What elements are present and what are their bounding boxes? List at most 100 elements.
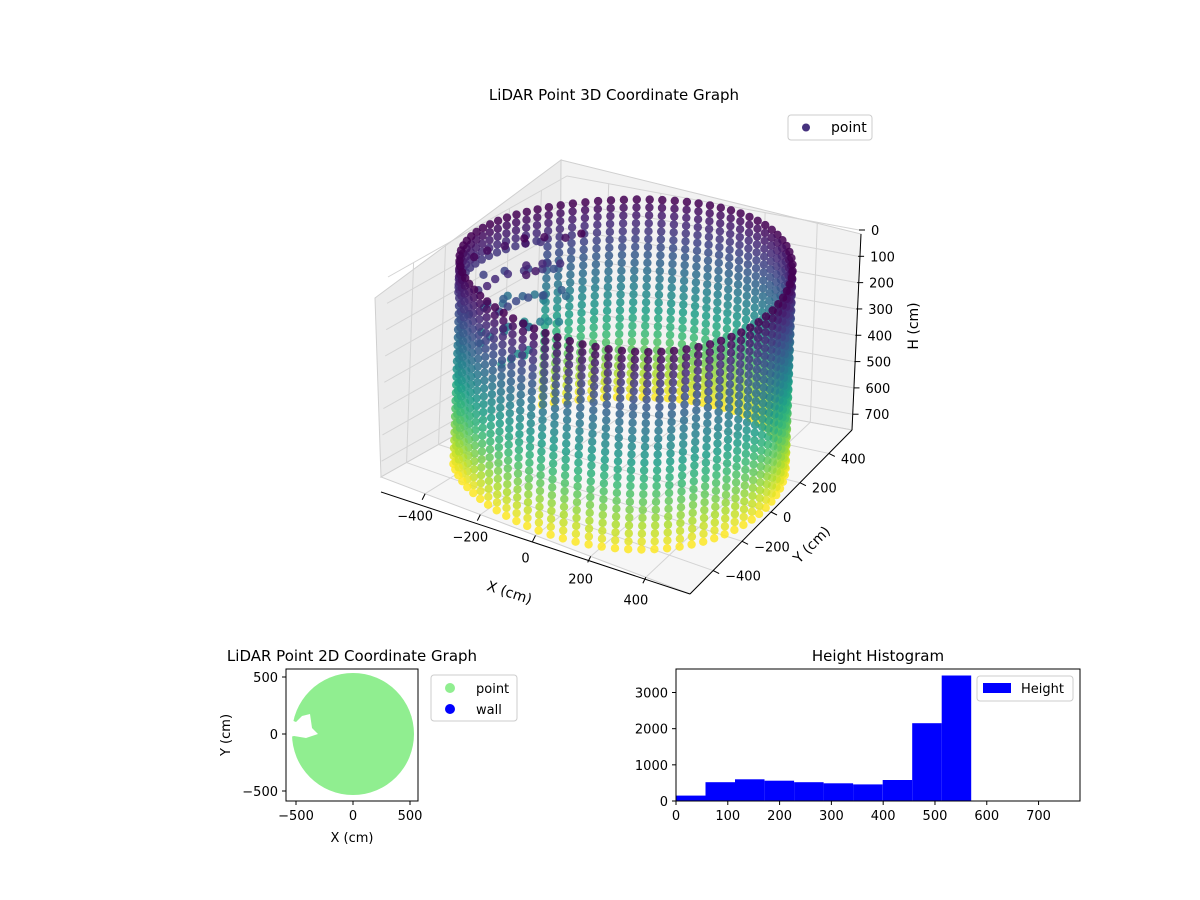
lidar-point <box>704 240 713 249</box>
lidar-point <box>572 505 581 515</box>
lidar-point <box>767 337 776 347</box>
lidar-point <box>485 461 494 470</box>
lidar-point <box>576 332 585 341</box>
lidar-point <box>517 366 526 376</box>
lidar-point <box>593 196 603 206</box>
lidar-point <box>577 363 586 373</box>
lidar-point <box>680 392 689 401</box>
lidar-point <box>537 447 546 456</box>
lidar-point <box>481 352 490 361</box>
lidar-point <box>612 488 622 498</box>
lidar-point <box>657 203 667 213</box>
lidar-point <box>688 524 697 533</box>
lidar-point <box>666 441 675 450</box>
y-tick-label: 400 <box>841 452 866 467</box>
lidar-point <box>505 424 514 434</box>
lidar-point <box>767 241 776 250</box>
lidar-point <box>767 322 777 331</box>
lidar-point <box>489 350 498 359</box>
lidar-point <box>701 458 711 467</box>
x-tick-label: 500 <box>398 809 423 824</box>
lidar-point <box>691 429 700 439</box>
lidar-point <box>589 315 599 324</box>
lidar-point <box>514 445 524 455</box>
lidar-point <box>658 195 667 205</box>
z-axis-line <box>851 233 862 431</box>
lidar-point <box>606 196 616 205</box>
lidar-point <box>678 455 687 464</box>
lidar-point <box>753 232 762 241</box>
lidar-point <box>478 231 487 241</box>
lidar-point <box>549 443 558 452</box>
lidar-point <box>541 336 550 346</box>
lidar-point <box>482 321 491 330</box>
lidar-point <box>682 345 691 354</box>
lidar-point <box>768 314 777 323</box>
lidar-point <box>560 479 570 488</box>
lidar-point <box>628 410 638 420</box>
lidar-point <box>687 532 697 541</box>
lidar-point <box>679 439 688 449</box>
lidar-point <box>758 422 767 432</box>
lidar-point <box>669 220 679 229</box>
lidar-point <box>617 266 626 275</box>
lidar-point <box>617 250 627 260</box>
lidar-point <box>575 411 585 420</box>
lidar-point <box>577 355 587 365</box>
lidar-point <box>511 242 520 251</box>
lidar-point <box>586 485 595 494</box>
lidar-point <box>744 370 753 380</box>
lidar-point <box>653 322 663 331</box>
lidar-point <box>743 275 752 285</box>
lidar-point <box>454 455 463 464</box>
lidar-point <box>758 399 768 408</box>
lidar-point <box>513 485 522 494</box>
lidar-point <box>469 480 478 490</box>
lidar-point <box>766 361 775 370</box>
lidar-point <box>667 299 676 308</box>
lidar-point <box>653 338 662 347</box>
histogram-bar <box>941 675 972 801</box>
lidar-point <box>788 260 797 269</box>
lidar-point <box>664 488 674 498</box>
lidar-point <box>600 463 609 472</box>
missing-region <box>286 714 318 738</box>
lidar-point <box>624 529 633 538</box>
z-tick-label: 0 <box>871 224 879 239</box>
lidar-point <box>506 393 515 402</box>
histogram-bar <box>912 723 942 801</box>
lidar-point <box>590 358 600 367</box>
lidar-point <box>725 380 735 389</box>
lidar-point <box>704 395 713 404</box>
lidar-point <box>573 490 582 499</box>
lidar-point <box>540 344 550 354</box>
lidar-point <box>546 522 555 531</box>
lidar-point <box>485 228 494 237</box>
lidar-point <box>615 409 624 419</box>
lidar-point <box>682 205 691 215</box>
lidar-point <box>675 526 685 536</box>
lidar-point <box>724 419 733 428</box>
lidar-point <box>605 235 614 244</box>
lidar-point <box>716 344 725 353</box>
lidar-point <box>751 271 760 281</box>
lidar-point <box>486 413 496 422</box>
histogram-bar <box>794 782 824 801</box>
lidar-point <box>744 236 753 245</box>
lidar-point <box>752 256 761 265</box>
lidar-point <box>587 445 597 454</box>
lidar-point <box>756 478 765 487</box>
lidar-point <box>731 478 741 487</box>
lidar-point <box>460 289 469 298</box>
chart-3d-title: LiDAR Point 3D Coordinate Graph <box>489 86 739 104</box>
lidar-point <box>750 295 760 304</box>
lidar-point <box>638 497 648 507</box>
lidar-point <box>715 227 725 236</box>
lidar-point <box>508 314 518 323</box>
lidar-point <box>471 425 480 435</box>
lidar-point <box>734 415 743 424</box>
lidar-point <box>556 201 565 210</box>
lidar-point <box>628 426 637 435</box>
lidar-point <box>480 368 489 377</box>
lidar-point <box>768 306 777 315</box>
